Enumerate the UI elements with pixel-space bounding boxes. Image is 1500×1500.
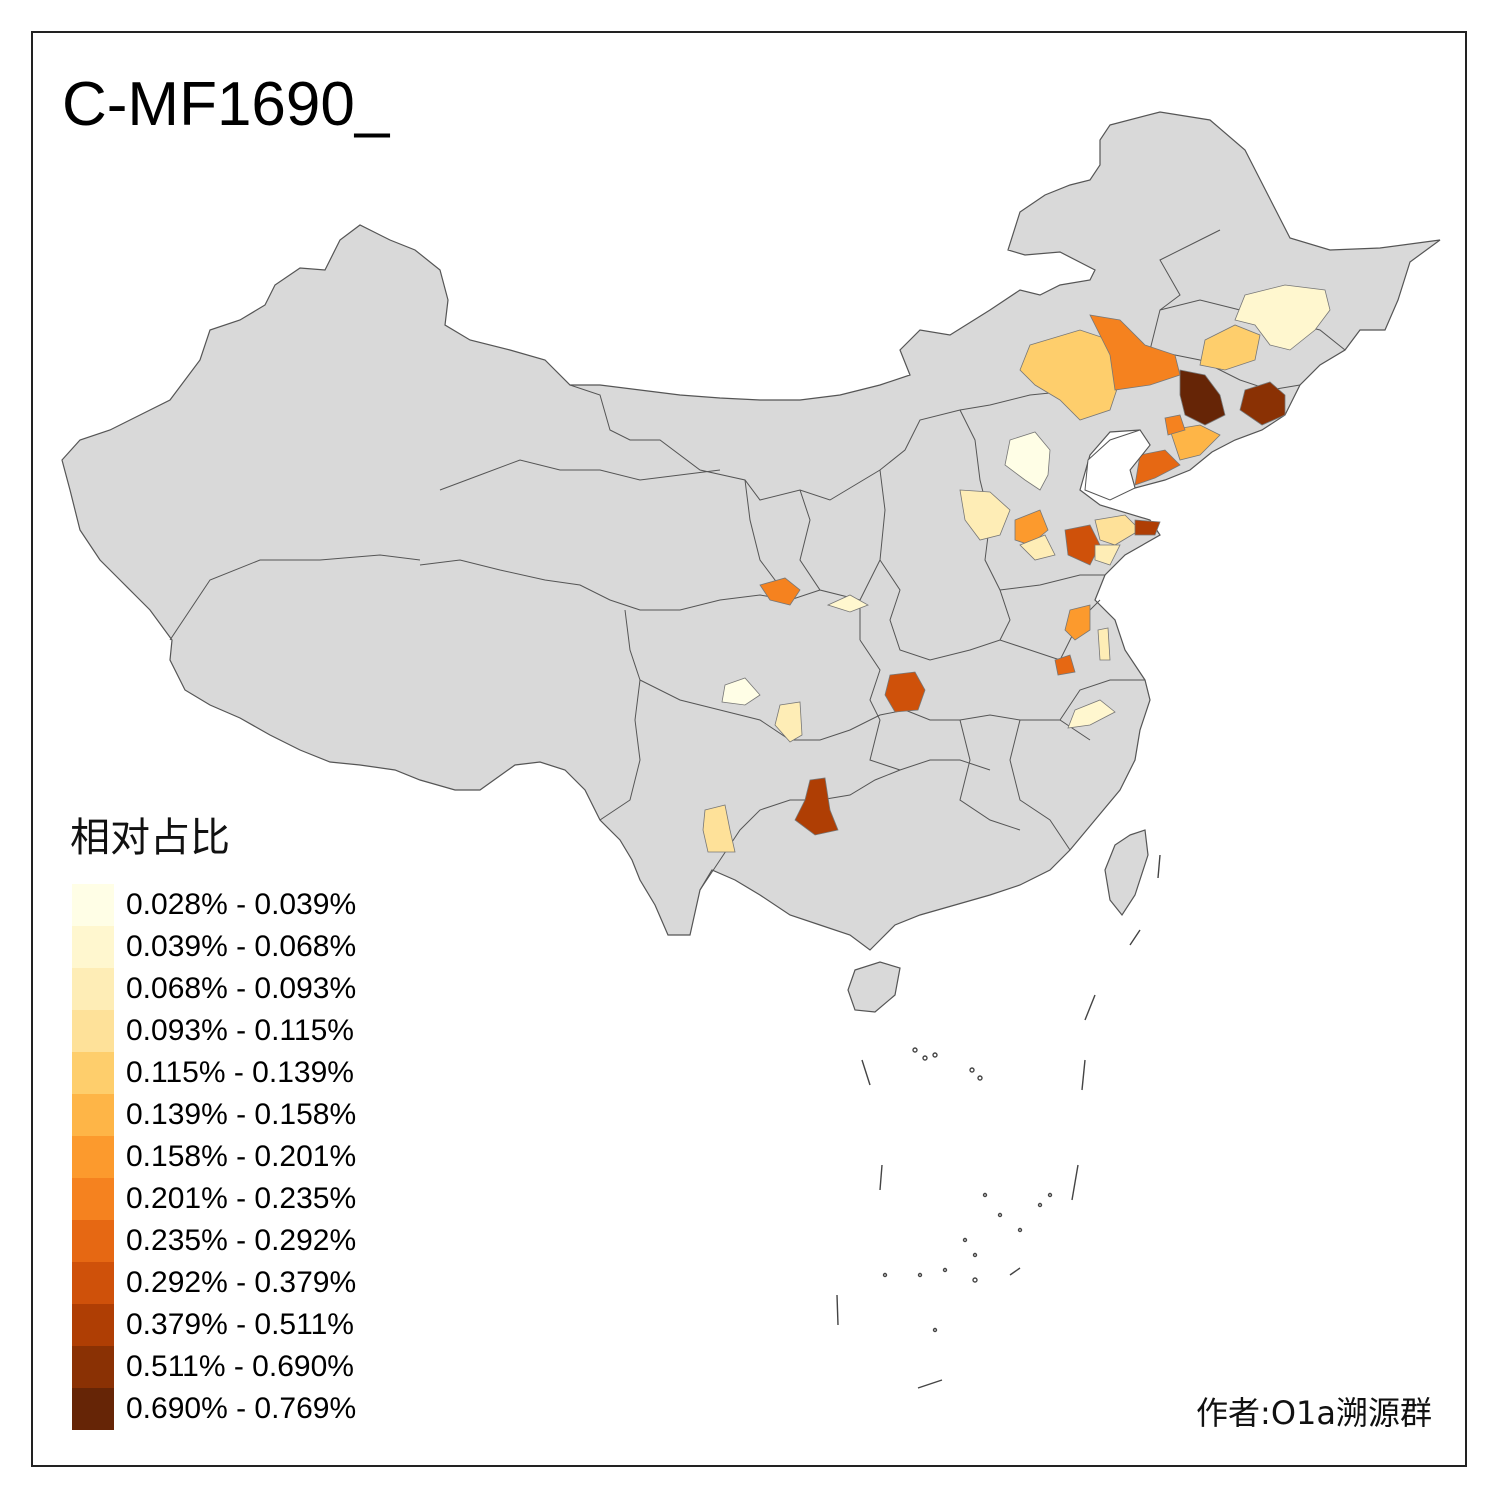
legend-item: 0.093% - 0.115% bbox=[72, 1010, 356, 1052]
legend-item: 0.235% - 0.292% bbox=[72, 1220, 356, 1262]
legend-label: 0.039% - 0.068% bbox=[126, 930, 357, 963]
region-liaodong-a bbox=[1169, 424, 1221, 461]
region-liaodong-c bbox=[1164, 414, 1186, 436]
legend-swatch bbox=[72, 968, 114, 1010]
legend-title: 相对占比 bbox=[70, 815, 230, 861]
region-shandong-south bbox=[1094, 544, 1121, 566]
region-ne-mid bbox=[1199, 324, 1261, 371]
region-hebei-south-b bbox=[1019, 534, 1056, 561]
legend-item: 0.115% - 0.139% bbox=[72, 1052, 356, 1094]
legend-label: 0.028% - 0.039% bbox=[126, 888, 357, 921]
legend-label: 0.093% - 0.115% bbox=[126, 1014, 354, 1047]
province-borders bbox=[169, 229, 1346, 891]
region-yunnan bbox=[702, 804, 736, 853]
region-sichuan bbox=[721, 677, 761, 706]
region-jiangsu-a bbox=[1064, 604, 1091, 641]
legend-swatch bbox=[72, 926, 114, 968]
legend: 0.028% - 0.039% 0.039% - 0.068% 0.068% - 0… bbox=[72, 884, 356, 1430]
region-jiangsu-b bbox=[1097, 627, 1111, 661]
legend-swatch bbox=[72, 1220, 114, 1262]
legend-swatch bbox=[72, 1346, 114, 1388]
legend-item: 0.379% - 0.511% bbox=[72, 1304, 356, 1346]
legend-swatch bbox=[72, 1052, 114, 1094]
region-liaodong-b bbox=[1134, 449, 1181, 486]
legend-label: 0.115% - 0.139% bbox=[126, 1056, 354, 1089]
region-guizhou bbox=[794, 777, 839, 836]
legend-swatch bbox=[72, 1094, 114, 1136]
region-shandong-mid bbox=[1094, 514, 1141, 546]
region-hebei-north bbox=[1004, 431, 1051, 491]
region-inner-mongolia-a bbox=[1019, 329, 1121, 421]
legend-item: 0.139% - 0.158% bbox=[72, 1094, 356, 1136]
region-zhejiang bbox=[1067, 699, 1116, 729]
legend-swatch bbox=[72, 1010, 114, 1052]
region-shanxi bbox=[959, 489, 1011, 541]
legend-item: 0.292% - 0.379% bbox=[72, 1262, 356, 1304]
legend-item: 0.511% - 0.690% bbox=[72, 1346, 356, 1388]
author-credit: 作者:O1a溯源群 bbox=[1196, 1394, 1432, 1432]
region-ne-dark1 bbox=[1179, 369, 1226, 426]
legend-label: 0.201% - 0.235% bbox=[126, 1182, 357, 1215]
legend-item: 0.028% - 0.039% bbox=[72, 884, 356, 926]
region-hubei bbox=[884, 671, 926, 713]
legend-label: 0.511% - 0.690% bbox=[126, 1350, 354, 1383]
region-ne-north bbox=[1234, 284, 1331, 351]
hainan-island bbox=[847, 961, 901, 1013]
highlighted-regions bbox=[702, 284, 1331, 853]
region-ne-dark2 bbox=[1239, 381, 1286, 426]
legend-item: 0.690% - 0.769% bbox=[72, 1388, 356, 1430]
bohai-sea bbox=[1084, 429, 1151, 501]
south-sea-islands bbox=[836, 854, 1161, 1389]
region-shandong-east bbox=[1134, 519, 1161, 536]
region-anhui bbox=[1054, 654, 1076, 676]
legend-swatch bbox=[72, 1262, 114, 1304]
region-shaanxi bbox=[826, 594, 869, 613]
legend-label: 0.379% - 0.511% bbox=[126, 1308, 354, 1341]
legend-item: 0.201% - 0.235% bbox=[72, 1178, 356, 1220]
legend-swatch bbox=[72, 1136, 114, 1178]
legend-swatch bbox=[72, 1178, 114, 1220]
china-landmass bbox=[61, 111, 1441, 951]
legend-label: 0.158% - 0.201% bbox=[126, 1140, 357, 1173]
legend-item: 0.039% - 0.068% bbox=[72, 926, 356, 968]
legend-label: 0.292% - 0.379% bbox=[126, 1266, 357, 1299]
region-gansu bbox=[759, 577, 801, 606]
legend-label: 0.068% - 0.093% bbox=[126, 972, 357, 1005]
legend-label: 0.139% - 0.158% bbox=[126, 1098, 357, 1131]
legend-swatch bbox=[72, 884, 114, 926]
legend-label: 0.690% - 0.769% bbox=[126, 1392, 357, 1425]
legend-item: 0.158% - 0.201% bbox=[72, 1136, 356, 1178]
region-chongqing bbox=[774, 701, 803, 743]
taiwan-island bbox=[1104, 829, 1149, 917]
legend-item: 0.068% - 0.093% bbox=[72, 968, 356, 1010]
legend-swatch bbox=[72, 1304, 114, 1346]
legend-swatch bbox=[72, 1388, 114, 1430]
legend-label: 0.235% - 0.292% bbox=[126, 1224, 357, 1257]
region-inner-mongolia-b bbox=[1089, 314, 1181, 391]
map-title: C-MF1690_ bbox=[62, 70, 390, 139]
